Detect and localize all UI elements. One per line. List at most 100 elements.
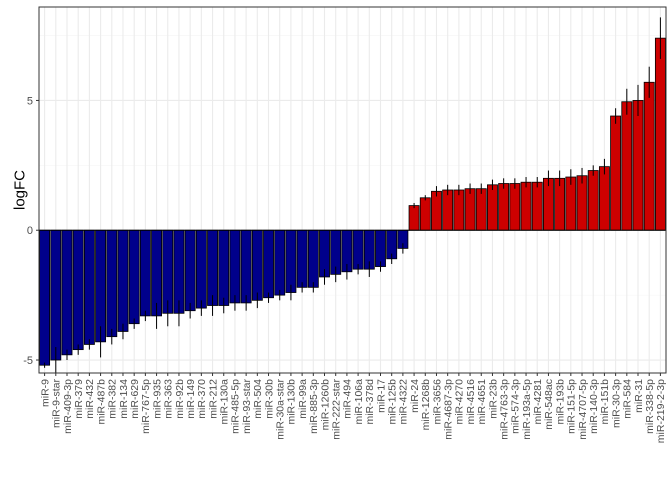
x-tick-label: miR-4651 (476, 379, 488, 425)
x-tick-label: miR-3656 (431, 379, 443, 425)
bar-mir-3656 (431, 190, 442, 231)
x-tick-label: miR-149 (185, 379, 197, 419)
bar-mir-151-5p (565, 176, 577, 231)
x-tick-label: miR-193b (554, 379, 566, 425)
x-tick-label: miR-92b (174, 379, 186, 419)
bar-mir-9-star (50, 229, 62, 361)
x-tick-label: miR-30-3p (610, 379, 622, 428)
x-tick-label: miR-134 (118, 379, 130, 419)
bar-mir-767-5p (139, 229, 151, 317)
x-tick-label: miR-125b (386, 379, 398, 425)
bar-mir-149 (184, 229, 196, 312)
bar-mir-93-star (240, 229, 252, 304)
y-axis: -5 0 5 (23, 95, 39, 367)
y-tick-label: 5 (27, 95, 33, 107)
bar-mir-432 (83, 229, 95, 345)
error-bars (44, 17, 661, 373)
bar-mir-30-3p (610, 115, 622, 231)
x-tick-label: miR-1268b (420, 379, 432, 431)
x-tick-label: miR-30b (263, 379, 275, 419)
panel-border (38, 6, 667, 374)
x-tick-label: miR-1260b (319, 379, 331, 431)
bar-mir-219-2-3p (654, 37, 666, 231)
x-tick-label: miR-212 (207, 379, 219, 419)
bar-mir-382 (106, 229, 118, 338)
bar-mir-574-3p (509, 183, 521, 231)
bar-mir-4687-3p (442, 189, 454, 231)
x-tick-label: miR-219-2-3p (655, 379, 667, 443)
x-tick-label: miR-4270 (454, 379, 466, 425)
bar-mir-379 (72, 229, 84, 351)
bar-mir-338-5p (643, 81, 655, 231)
x-tick-label: miR-30a-star (275, 379, 287, 440)
bar-mir-212 (207, 229, 218, 306)
bars (39, 37, 666, 366)
bar-mir-151b (598, 166, 610, 231)
bar-mir-17 (375, 229, 386, 267)
x-tick-label: miR-4687-3p (442, 379, 454, 440)
x-tick-label: miR-4281 (532, 379, 544, 425)
x-tick-label: miR-4707-5p (577, 379, 589, 440)
x-tick-label: miR-363 (163, 379, 175, 419)
x-tick-label: miR-338-5p (644, 379, 656, 434)
x-tick-label: miR-548ac (543, 379, 555, 430)
x-tick-label: miR-130b (286, 379, 298, 425)
x-tick-label: miR-193a-5p (521, 379, 533, 440)
x-tick-label: miR-4322 (398, 379, 410, 425)
x-tick-label: miR-409-3p (62, 379, 74, 434)
bar-mir-504 (251, 229, 263, 301)
bar-mir-885-3p (307, 229, 319, 288)
y-tick-label: -5 (23, 355, 33, 367)
x-tick-label: miR-432 (84, 379, 96, 419)
x-tick-label: miR-17 (375, 379, 387, 413)
x-tick-label: miR-222-star (331, 379, 343, 440)
bar-mir-4516 (464, 188, 476, 231)
bar-mir-31 (632, 100, 644, 231)
x-tick-label: miR-4516 (465, 379, 477, 425)
bar-mir-370 (195, 229, 207, 309)
x-tick-label: miR-504 (252, 379, 264, 419)
x-tick-label: miR-99a (297, 379, 309, 419)
x-tick-label: miR-9-star (51, 378, 63, 428)
bar-mir-99a (296, 229, 308, 288)
bar-mir-4270 (453, 189, 465, 231)
bar-mir-134 (117, 229, 129, 332)
y-axis-title: logFC (11, 170, 28, 210)
x-tick-label: miR-767-5p (140, 379, 152, 434)
x-tick-label: miR-885-3p (308, 379, 320, 434)
bar-mir-193a-5p (520, 181, 532, 231)
bar-mir-4651 (475, 188, 487, 231)
x-tick-label: miR-494 (342, 379, 354, 419)
bar-mir-130b (285, 229, 297, 293)
x-tick-label: miR-106a (353, 379, 365, 425)
x-tick-label: miR-379 (73, 379, 85, 419)
x-tick-label: miR-935 (151, 379, 163, 419)
x-tick-label: miR-151b (599, 379, 611, 425)
bar-mir-130a (218, 229, 230, 306)
x-tick-label: miR-584 (622, 379, 634, 419)
x-tick-label: miR-485-5p (230, 379, 242, 434)
bar-mir-584 (621, 101, 633, 231)
x-tick-label: miR-93-star (241, 379, 253, 434)
x-tick-label: miR-4763-3p (498, 379, 510, 440)
bar-mir-140-3p (587, 170, 599, 231)
x-tick-label: miR-31 (633, 379, 645, 413)
bar-mir-487b (95, 229, 107, 343)
bar-mir-4707-5p (576, 175, 588, 231)
bar-mir-485-5p (229, 229, 241, 304)
x-tick-label: miR-151-5p (566, 379, 578, 434)
x-tick-label: miR-629 (129, 379, 141, 419)
bar-mir-629 (128, 229, 140, 325)
y-tick-label: 0 (27, 225, 33, 237)
bar-mir-30a-star (274, 229, 286, 296)
x-tick-label: miR-370 (196, 379, 208, 419)
x-tick-label: miR-130a (219, 379, 231, 425)
bar-mir-1268b (419, 197, 431, 231)
bar-mir-106a (352, 229, 364, 270)
bar-mir-4763-3p (498, 183, 510, 231)
x-tick-label: miR-23b (487, 379, 499, 419)
bar-mir-30b (263, 229, 274, 299)
bar-mir-4281 (531, 181, 543, 231)
x-tick-label: miR-140-3p (588, 379, 600, 434)
